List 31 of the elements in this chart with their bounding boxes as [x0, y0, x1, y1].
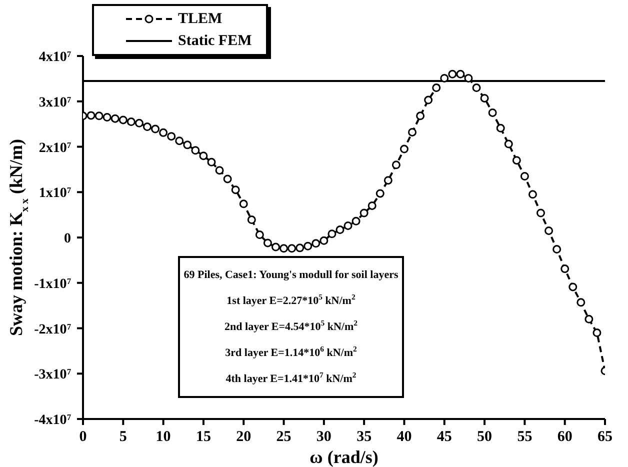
legend-label: TLEM: [178, 10, 222, 28]
annotation: 4th layer E=1.41*10$^{7}$ kN/m$^{2}$: [224, 369, 358, 387]
x-tick-label: 35: [356, 429, 372, 445]
x-tick-label: 0: [79, 429, 87, 445]
annotation: 2nd layer E=4.54*10$^{5}$ kN/m$^{2}$: [224, 317, 358, 335]
x-tick-label: 60: [557, 429, 572, 445]
y-tick-label: 4x10$^{7}$: [38, 50, 71, 65]
annotation: 1st layer E=2.27*10$^{5}$ kN/m$^{2}$: [226, 291, 356, 309]
x-tick-label: 15: [196, 429, 211, 445]
y-tick-label: 0: [64, 232, 71, 246]
x-tick-label: 45: [436, 429, 452, 445]
x-tick-label: 40: [396, 429, 412, 445]
annotation: 3rd layer E=1.14*10$^{6}$ kN/m$^{2}$: [224, 343, 358, 361]
y-tick-label: 2x10$^{7}$: [38, 140, 71, 156]
y-tick-label: -1x10$^{7}$: [34, 276, 71, 292]
x-tick-label: 25: [276, 429, 292, 445]
y-tick-label: -3x10$^{7}$: [34, 367, 71, 383]
y-tick-label: 1x10$^{7}$: [38, 186, 71, 202]
y-tick-label: 3x10$^{7}$: [38, 94, 71, 110]
x-tick-label: 20: [236, 429, 252, 445]
x-tick-label: 5: [119, 429, 127, 445]
y-tick-label: -4x10$^{7}$: [34, 412, 71, 428]
legend-label: Static FEM: [178, 32, 252, 50]
x-tick-label: 10: [156, 429, 171, 445]
x-tick-label: 65: [598, 429, 612, 445]
x-tick-label: 55: [517, 429, 532, 445]
x-tick-label: 30: [316, 429, 332, 445]
x-tick-label: 50: [477, 429, 492, 445]
annotation: 69 Piles, Case1: Young's modull for soil layers: [182, 268, 400, 283]
y-tick-label: -2x10$^{7}$: [34, 322, 71, 338]
x-axis-title: ω (rad/s): [310, 447, 378, 467]
